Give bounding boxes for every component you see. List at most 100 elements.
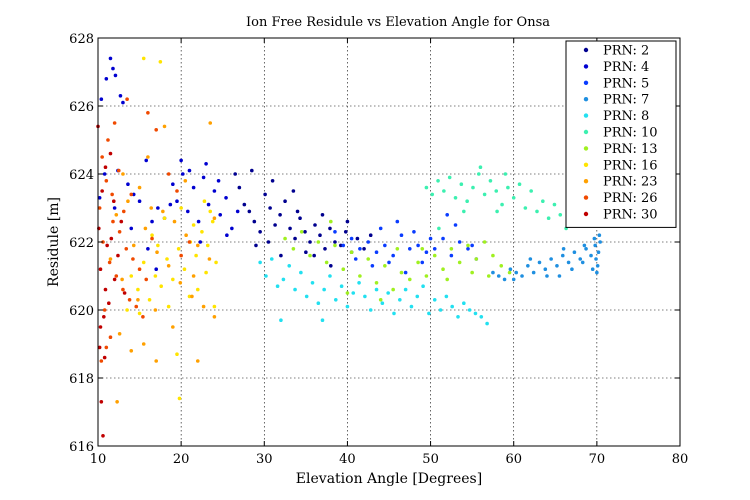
- data-point: [436, 179, 440, 183]
- data-point: [111, 199, 116, 203]
- data-point: [486, 274, 491, 278]
- data-point: [198, 240, 203, 244]
- data-point: [206, 202, 211, 207]
- data-point: [275, 284, 280, 289]
- data-point: [449, 247, 454, 251]
- data-point: [162, 216, 167, 220]
- data-point: [403, 287, 408, 292]
- data-point: [258, 260, 262, 265]
- data-point: [391, 287, 395, 292]
- data-point: [120, 277, 124, 282]
- data-point: [531, 270, 536, 275]
- data-point: [598, 240, 602, 244]
- data-point: [333, 230, 337, 234]
- legend-entry: PRN: 16: [603, 158, 658, 173]
- data-point: [541, 199, 545, 203]
- x-tick-label: 80: [672, 452, 689, 467]
- legend-marker: [583, 80, 589, 86]
- data-point: [320, 213, 325, 217]
- data-point: [279, 318, 283, 323]
- data-point: [252, 219, 257, 224]
- data-point: [102, 172, 107, 176]
- data-point: [119, 219, 124, 224]
- data-point: [514, 270, 519, 275]
- data-point: [293, 236, 297, 241]
- data-point: [156, 206, 160, 210]
- data-point: [194, 253, 198, 258]
- data-point: [444, 294, 449, 299]
- legend-entry: PRN: 10: [603, 126, 658, 141]
- x-tick-label: 10: [90, 452, 107, 467]
- data-point: [370, 264, 375, 268]
- data-point: [491, 270, 495, 275]
- data-point: [403, 270, 408, 275]
- data-point: [111, 219, 115, 224]
- data-point: [561, 247, 566, 251]
- data-point: [580, 260, 585, 265]
- data-point: [129, 274, 134, 278]
- data-points: [96, 56, 602, 438]
- series-prn-6: [283, 219, 512, 302]
- data-point: [108, 335, 113, 340]
- data-point: [383, 243, 387, 248]
- data-point: [482, 192, 487, 197]
- y-tick-label: 622: [69, 236, 94, 251]
- data-point: [100, 155, 104, 159]
- data-point: [242, 202, 247, 207]
- legend-entry: PRN: 4: [603, 60, 649, 75]
- data-point: [293, 287, 297, 292]
- data-point: [366, 257, 371, 261]
- data-point: [208, 121, 213, 125]
- data-point: [150, 233, 154, 237]
- data-point: [445, 213, 450, 217]
- data-point: [358, 247, 362, 251]
- data-point: [450, 304, 454, 309]
- data-point: [126, 182, 130, 186]
- data-point: [210, 219, 215, 224]
- x-tick-label: 60: [505, 452, 522, 467]
- data-point: [124, 247, 129, 251]
- x-axis-label: Elevation Angle [Degrees]: [296, 471, 482, 487]
- data-point: [466, 243, 470, 248]
- data-point: [378, 226, 383, 231]
- data-point: [333, 298, 338, 302]
- data-point: [427, 311, 431, 316]
- data-point: [310, 281, 315, 285]
- data-point: [212, 304, 217, 309]
- data-point: [200, 230, 204, 234]
- data-point: [273, 223, 277, 227]
- data-point: [204, 270, 208, 275]
- data-point: [247, 209, 252, 214]
- data-point: [195, 359, 200, 363]
- data-point: [368, 308, 373, 312]
- data-point: [453, 196, 458, 200]
- data-point: [103, 165, 108, 169]
- legend-marker: [583, 113, 589, 118]
- data-point: [162, 124, 167, 129]
- data-point: [115, 400, 119, 404]
- data-point: [441, 236, 445, 241]
- data-point: [383, 264, 387, 268]
- data-point: [288, 226, 292, 231]
- data-point: [254, 243, 258, 248]
- data-point: [467, 308, 472, 312]
- data-point: [166, 264, 171, 268]
- data-point: [597, 233, 602, 237]
- legend-entry: PRN: 30: [603, 208, 658, 223]
- data-point: [214, 260, 218, 265]
- legend-entry: PRN: 8: [603, 109, 649, 124]
- data-point: [116, 253, 120, 258]
- data-point: [590, 267, 595, 272]
- legend-marker: [583, 47, 589, 53]
- data-point: [147, 298, 152, 302]
- data-point: [171, 325, 175, 329]
- data-point: [250, 168, 254, 173]
- data-point: [112, 121, 117, 125]
- data-point: [216, 179, 221, 183]
- legend-marker: [583, 146, 589, 151]
- data-point: [129, 226, 134, 231]
- data-point: [380, 301, 385, 306]
- data-point: [386, 291, 390, 295]
- legend-marker: [583, 97, 589, 102]
- data-point: [449, 253, 454, 258]
